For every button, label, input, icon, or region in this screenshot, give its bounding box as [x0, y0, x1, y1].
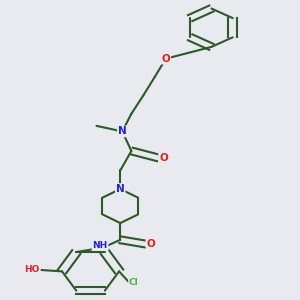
Text: N: N — [116, 184, 125, 194]
Text: O: O — [159, 153, 168, 163]
Text: O: O — [161, 54, 170, 64]
Text: N: N — [118, 126, 127, 136]
Text: NH: NH — [92, 241, 108, 250]
Text: Cl: Cl — [129, 278, 139, 287]
Text: HO: HO — [25, 265, 40, 274]
Text: O: O — [146, 239, 155, 249]
